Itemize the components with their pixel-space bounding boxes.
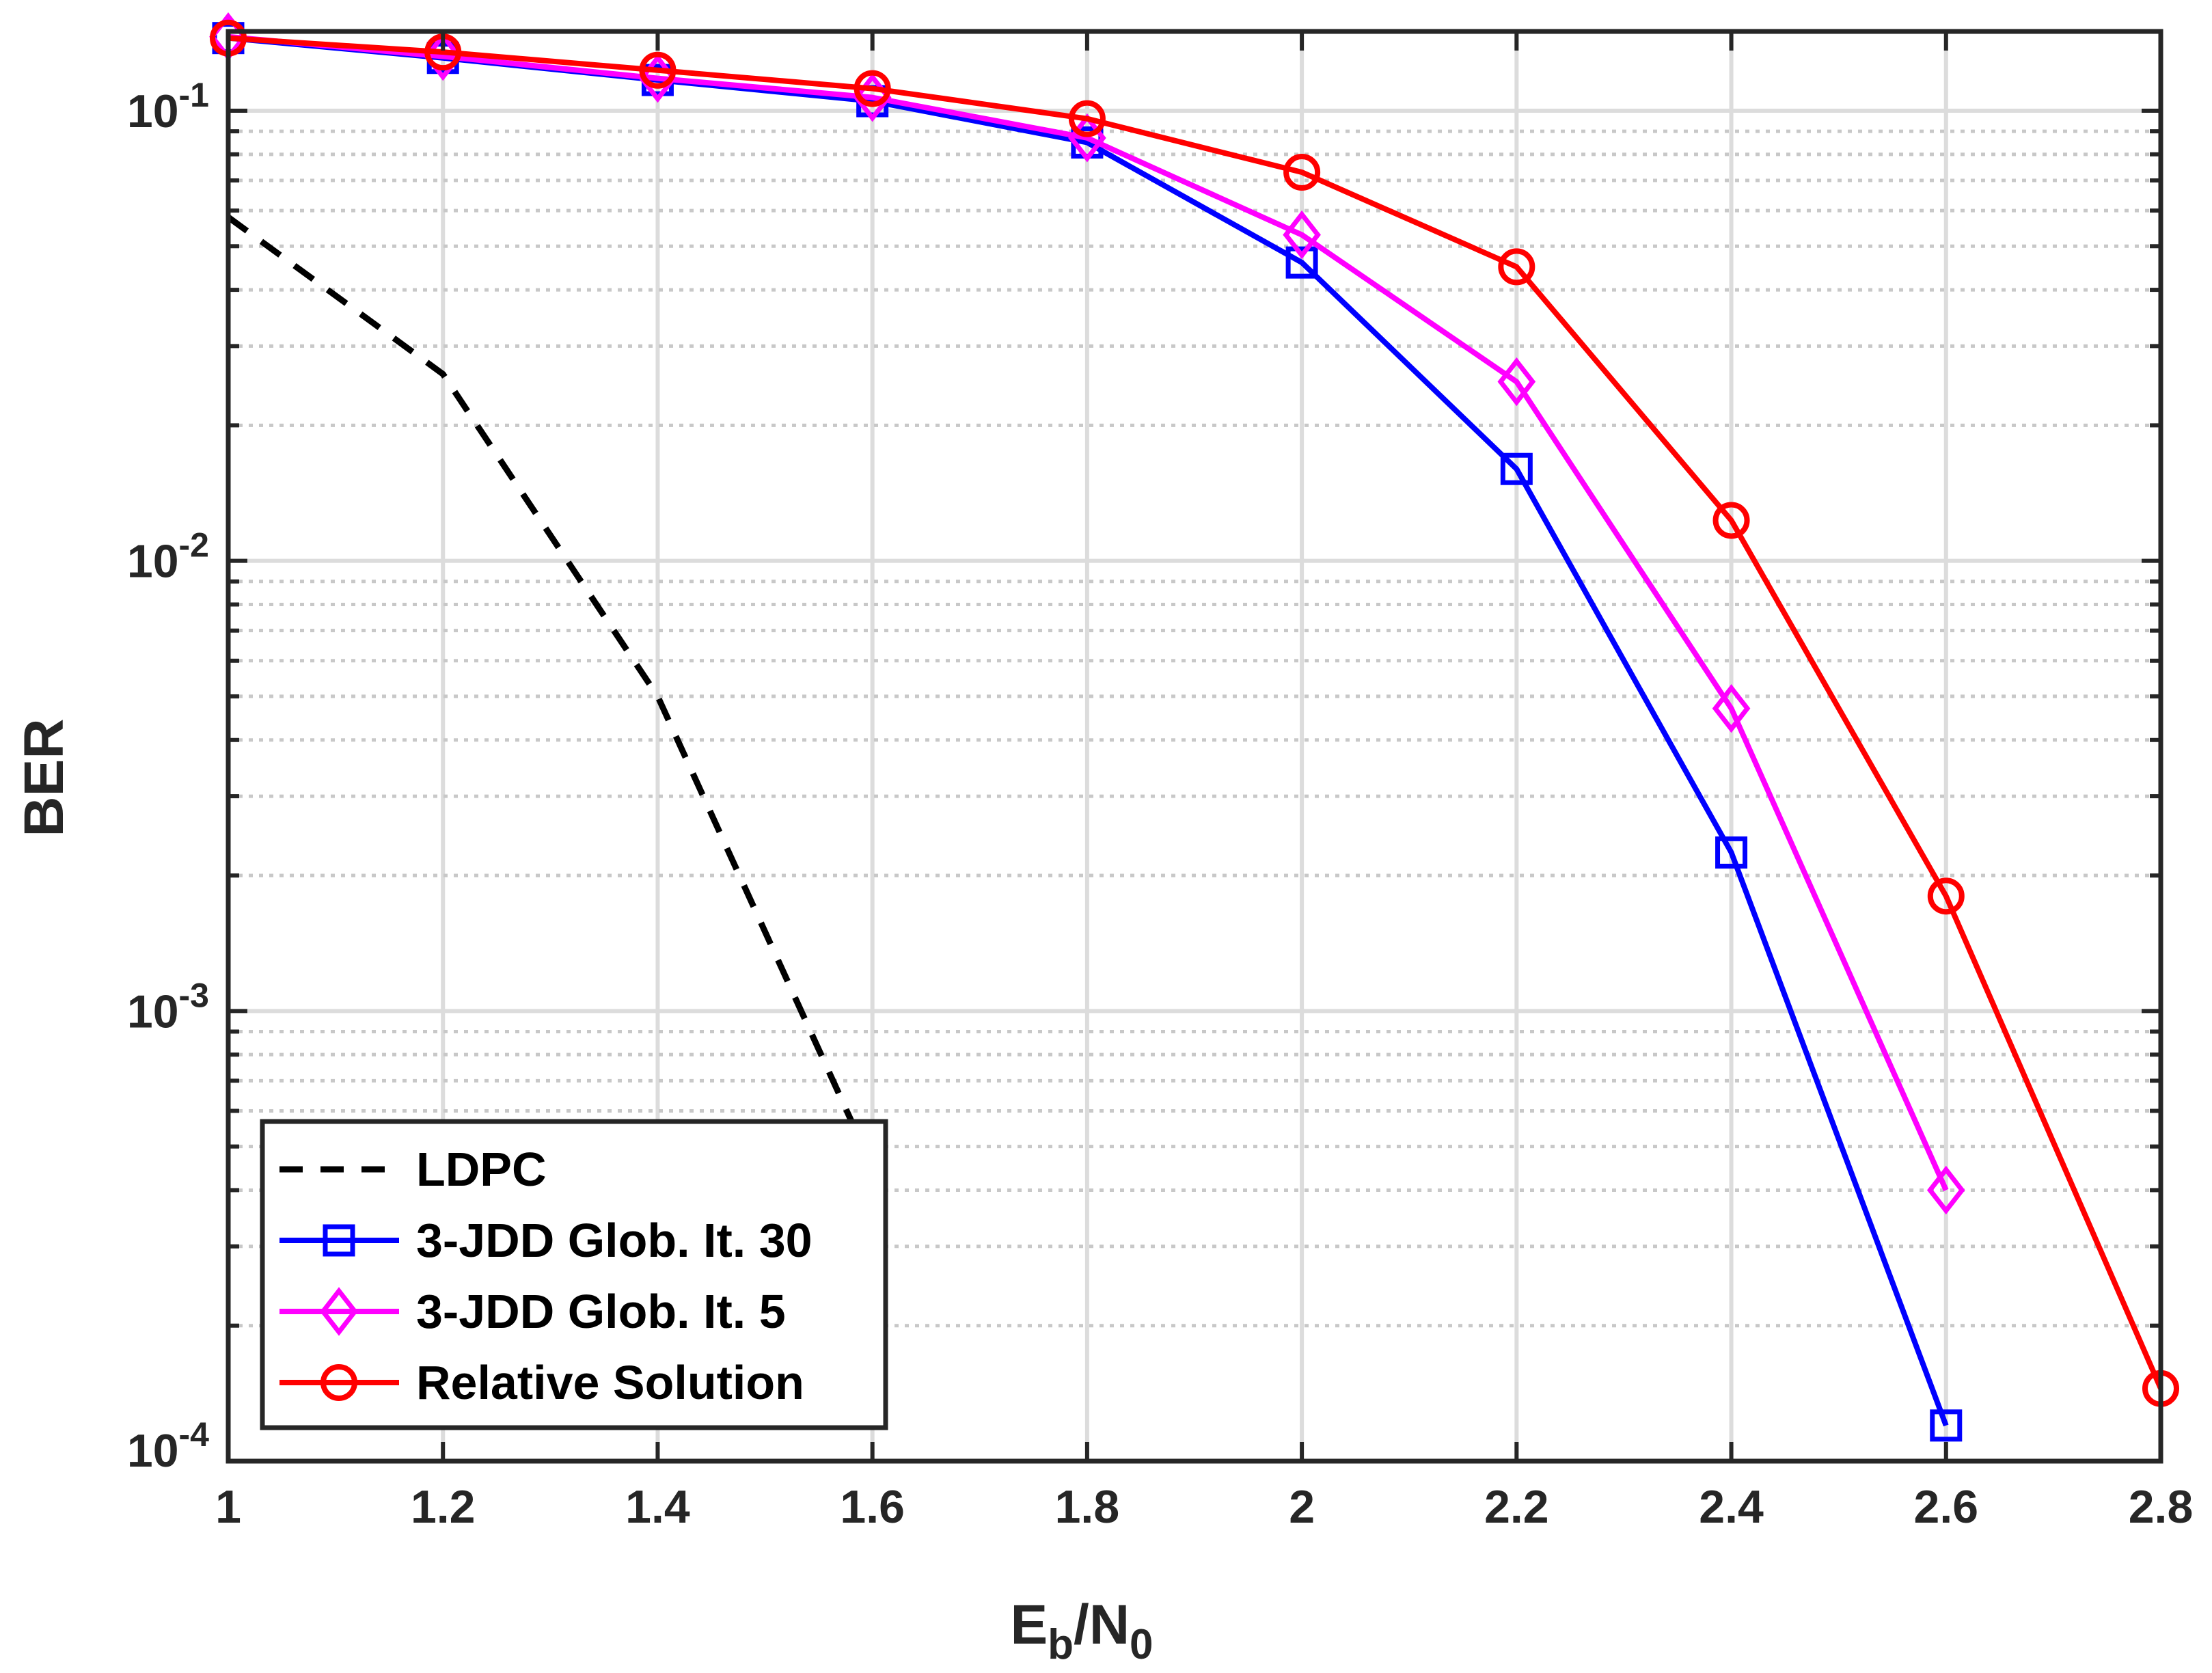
grid-lines [226,31,2163,1463]
series-3-jdd-glob-it-5 [209,12,1965,1215]
legend-swatch-marker [320,1364,357,1401]
data-point-3-jdd-glob-it-30 [1500,452,1533,485]
x-tick-label: 2.2 [1484,1481,1549,1533]
legend-swatch-marker [320,1287,358,1336]
y-tick-label: 10-3 [127,976,209,1037]
y-tick-label-exponent: -2 [179,526,209,565]
data-point-3-jdd-glob-it-5 [1926,1165,1965,1215]
legend-box [260,1119,888,1430]
series-relative-solution [210,19,2179,1407]
x-axis-title-main: E [1010,1594,1048,1656]
x-axis-title-mid: /N [1074,1594,1130,1656]
data-point-relative-solution [854,70,891,107]
x-axis-title: Eb/N0 [1010,1594,1153,1668]
data-point-relative-solution [1283,154,1321,191]
x-tick-label: 1.6 [840,1481,905,1533]
y-tick-label-base: 10 [127,1425,179,1477]
data-point-3-jdd-glob-it-5 [1497,357,1536,407]
legend-entry: Relative Solution [279,1356,804,1409]
y-tick-label-exponent: -4 [179,1415,210,1454]
data-point-relative-solution [1498,248,1535,286]
data-point-3-jdd-glob-it-5 [1712,683,1751,733]
y-tick-label: 10-2 [127,526,209,588]
x-tick-label: 2.6 [1914,1481,1979,1533]
data-point-relative-solution [639,51,677,89]
series-line-3-jdd-glob-it-5 [228,33,1949,1192]
data-point-relative-solution [1712,502,1750,539]
y-tick-label: 10-1 [127,76,209,137]
data-point-3-jdd-glob-it-30 [1285,246,1318,279]
legend-label: Relative Solution [416,1356,804,1409]
data-point-3-jdd-glob-it-30 [1715,836,1748,869]
series-line-relative-solution [228,35,2163,1390]
y-axis-title: BER [13,718,75,836]
legend-entry: 3-JDD Glob. It. 30 [279,1214,813,1267]
legend-label: 3-JDD Glob. It. 5 [416,1285,786,1338]
x-tick-label: 1.2 [411,1481,476,1533]
series-line-ldpc [226,215,875,1169]
y-tick-label-exponent: -1 [179,76,209,114]
legend-entry: LDPC [279,1143,547,1196]
legend-swatch-marker [323,1224,355,1257]
y-tick-label-base: 10 [127,85,179,137]
y-tick-label: 10-4 [127,1415,209,1477]
series-layer [209,12,2179,1442]
x-axis-title-sub2: 0 [1130,1621,1153,1668]
legend-entry: 3-JDD Glob. It. 5 [279,1285,786,1338]
data-point-3-jdd-glob-it-30 [1930,1409,1963,1442]
x-axis-title-sub1: b [1048,1621,1074,1668]
y-tick-label-exponent: -3 [179,976,209,1014]
data-point-3-jdd-glob-it-5 [1283,210,1321,260]
x-tick-label: 1.4 [625,1481,690,1533]
x-tick-label: 1.8 [1055,1481,1120,1533]
legend-label: LDPC [416,1143,547,1196]
series-ldpc [226,215,875,1169]
legend: LDPC 3-JDD Glob. It. 30 3-JDD Glob. It. 5 R… [260,1119,888,1430]
x-tick-label: 2.4 [1699,1481,1764,1533]
data-point-relative-solution [1068,100,1106,137]
data-point-relative-solution [1927,878,1965,915]
tick-marks [226,31,2163,1463]
x-tick-labels: 1 1.2 1.4 1.6 1.8 2 2.2 2.4 2.6 2.8 [215,1481,2193,1533]
plot-frame [226,29,2163,1464]
y-tick-labels: 10-110-210-310-4 [127,76,209,1477]
legend-label: 3-JDD Glob. It. 30 [416,1214,813,1267]
y-tick-label-base: 10 [127,985,179,1037]
x-tick-label: 2.8 [2129,1481,2194,1533]
x-tick-label: 2 [1289,1481,1315,1533]
y-tick-label-base: 10 [127,536,179,588]
x-tick-label: 1 [215,1481,241,1533]
